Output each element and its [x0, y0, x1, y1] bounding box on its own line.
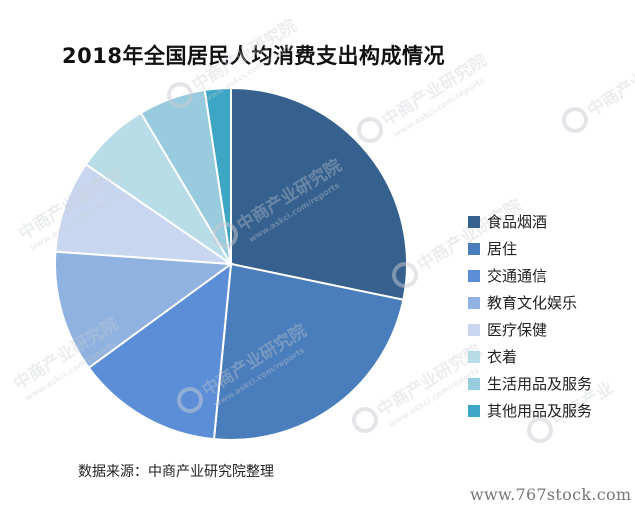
pie-slice-8 — [203, 86, 232, 265]
legend-label: 食品烟酒 — [487, 213, 548, 231]
legend-swatch — [468, 324, 480, 336]
legend-label: 教育文化娱乐 — [487, 294, 578, 312]
legend-label: 其他用品及服务 — [487, 402, 593, 420]
pie-slice-2 — [212, 262, 405, 441]
legend-swatch — [468, 378, 480, 390]
legend-swatch — [468, 270, 480, 282]
pie-slice-1 — [230, 86, 408, 301]
source-note: 数据来源：中商产业研究院整理 — [78, 464, 274, 480]
legend-label: 交通通信 — [487, 267, 548, 285]
legend-swatch — [468, 351, 480, 363]
legend-label: 医疗保健 — [487, 321, 548, 339]
legend-swatch — [468, 405, 480, 417]
legend-label: 生活用品及服务 — [487, 375, 593, 393]
legend-label: 居住 — [487, 240, 518, 258]
legend-swatch — [468, 216, 480, 228]
legend-swatch — [468, 297, 480, 309]
site-watermark: www.767stock.com — [470, 485, 632, 504]
legend-swatch — [468, 243, 480, 255]
chart-title: 2018年全国居民人均消费支出构成情况 — [62, 44, 445, 68]
pie-slice-5 — [54, 162, 235, 266]
pie-slice-4 — [54, 250, 234, 370]
pie-slices — [54, 86, 408, 441]
legend-label: 衣着 — [487, 348, 518, 366]
